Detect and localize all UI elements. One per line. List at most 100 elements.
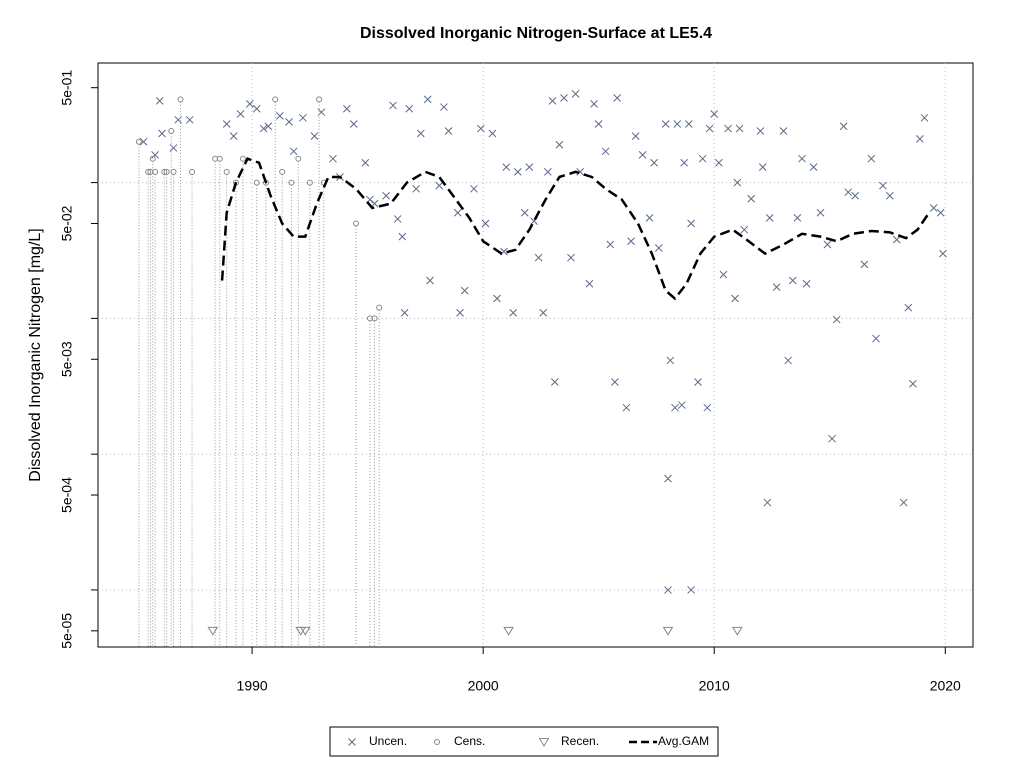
point	[349, 120, 358, 128]
point	[687, 586, 695, 594]
point	[816, 208, 825, 217]
point	[703, 403, 712, 412]
point	[371, 315, 378, 322]
point	[929, 204, 938, 212]
point	[470, 184, 478, 193]
point	[245, 100, 254, 108]
point	[705, 124, 714, 133]
legend-marker	[434, 739, 440, 745]
x-tick-label: 2010	[699, 678, 730, 694]
point	[606, 240, 615, 249]
legend-label: Uncen.	[369, 734, 407, 748]
point	[939, 249, 947, 258]
point	[155, 96, 164, 105]
point	[353, 220, 360, 227]
point	[145, 168, 152, 175]
point	[295, 626, 307, 636]
point	[295, 155, 302, 162]
point	[740, 225, 749, 234]
point	[772, 283, 781, 291]
point	[585, 279, 594, 288]
y-tick-label: 5e-05	[59, 613, 75, 649]
point	[613, 94, 622, 102]
point	[823, 240, 832, 249]
point	[867, 154, 876, 163]
point	[832, 315, 841, 324]
point	[788, 276, 797, 285]
point	[779, 127, 788, 135]
point	[710, 110, 719, 118]
point	[673, 120, 682, 128]
point	[678, 401, 686, 409]
point	[687, 219, 695, 228]
point	[161, 168, 168, 175]
point	[664, 586, 672, 594]
point	[481, 219, 490, 228]
point	[525, 163, 534, 171]
point	[393, 215, 402, 223]
point	[158, 129, 166, 138]
point	[916, 134, 924, 143]
point	[177, 96, 184, 103]
point	[885, 191, 894, 200]
point	[590, 100, 598, 108]
point	[288, 179, 295, 186]
point	[189, 168, 196, 175]
legend-label: Recen.	[561, 734, 599, 748]
point	[398, 232, 407, 241]
point	[453, 208, 462, 217]
point	[316, 96, 323, 103]
point	[163, 168, 170, 175]
point	[860, 260, 869, 269]
point	[229, 132, 238, 140]
point	[440, 103, 448, 111]
point	[493, 294, 501, 303]
point	[576, 167, 585, 176]
point	[285, 118, 293, 126]
point	[622, 403, 631, 412]
point	[879, 181, 887, 190]
point	[135, 138, 142, 145]
point	[488, 129, 497, 138]
point	[139, 137, 148, 146]
point	[920, 113, 929, 122]
point	[784, 356, 793, 365]
point	[423, 95, 432, 104]
point	[758, 163, 767, 171]
x-tick-label: 2020	[930, 678, 961, 694]
point	[793, 213, 802, 222]
legend-label: Cens.	[454, 734, 485, 748]
point	[170, 168, 177, 175]
legend-marker	[348, 738, 356, 746]
point	[662, 626, 674, 636]
y-tick-label: 5e-01	[59, 70, 75, 106]
x-tick-label: 2000	[468, 678, 499, 694]
point	[376, 304, 383, 311]
point	[272, 96, 279, 103]
point	[361, 158, 370, 167]
point	[400, 308, 409, 317]
point	[650, 158, 658, 167]
point	[342, 104, 351, 113]
point	[844, 188, 853, 197]
point	[733, 178, 742, 187]
point	[520, 208, 529, 217]
point	[899, 498, 908, 507]
legend-label: Avg.GAM	[658, 734, 709, 748]
point	[909, 379, 917, 388]
point	[892, 235, 901, 244]
point	[477, 124, 485, 133]
point	[539, 308, 548, 317]
point	[382, 191, 390, 200]
point	[638, 151, 647, 159]
point	[611, 378, 619, 386]
point	[405, 104, 414, 113]
point	[731, 626, 743, 636]
point	[763, 498, 772, 507]
point	[259, 124, 268, 133]
point	[151, 151, 159, 159]
point	[389, 101, 397, 110]
point	[809, 163, 818, 171]
point	[627, 237, 635, 246]
